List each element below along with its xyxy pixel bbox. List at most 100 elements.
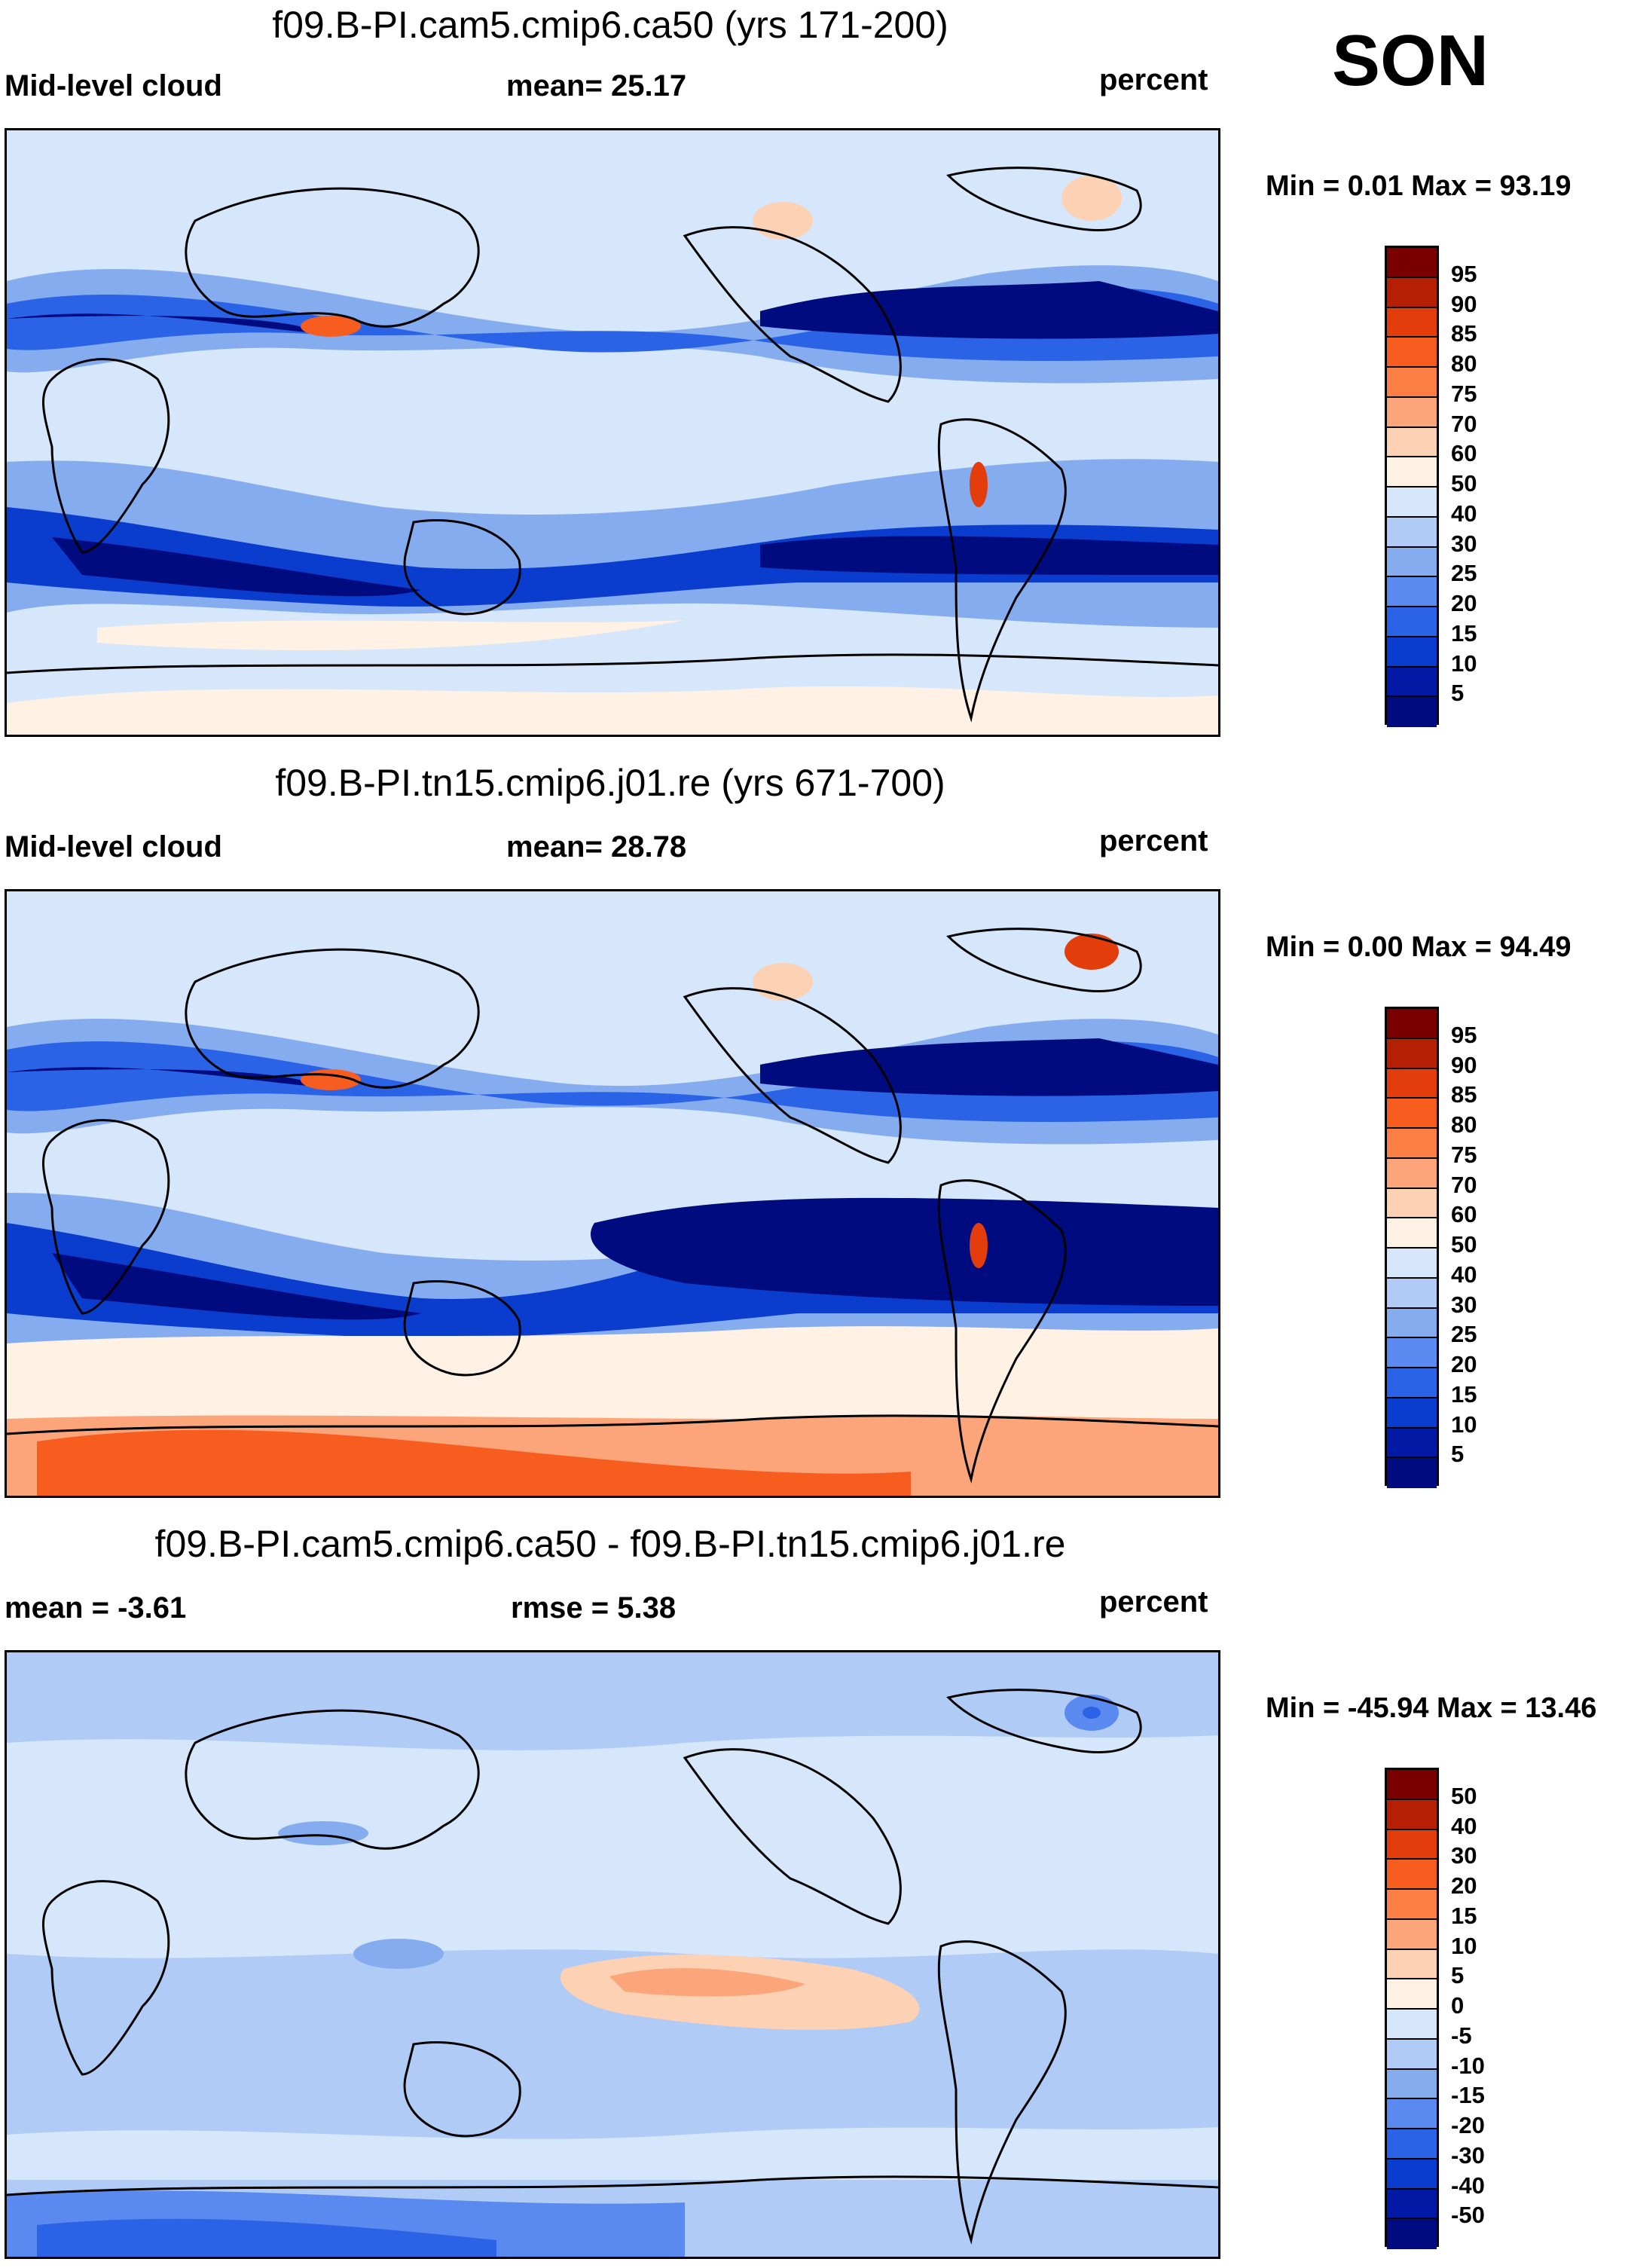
colorbar-swatch (1387, 667, 1437, 698)
colorbar-swatch (1387, 1979, 1437, 2010)
colorbar-swatch (1387, 2099, 1437, 2129)
panel-1-units-label: percent (1099, 63, 1208, 96)
colorbar-swatch (1387, 1308, 1437, 1339)
colorbar-swatch (1387, 1158, 1437, 1189)
colorbar-swatch (1387, 488, 1437, 518)
panel-3-map-field (7, 1652, 1218, 2257)
colorbar-swatch (1387, 1428, 1437, 1459)
panel-3-minmax: Min = -45.94 Max = 13.46 (1266, 1692, 1597, 1724)
colorbar-swatch (1387, 2219, 1437, 2249)
colorbar-tick-label: 60 (1451, 440, 1477, 467)
colorbar-tick-label: -40 (1451, 2172, 1485, 2199)
colorbar-swatch (1387, 1919, 1437, 1950)
colorbar-tick-label: 30 (1451, 1291, 1477, 1318)
colorbar-tick-label: -30 (1451, 2141, 1485, 2169)
colorbar-swatch (1387, 1338, 1437, 1368)
colorbar-swatch (1387, 607, 1437, 637)
colorbar-swatch (1387, 1890, 1437, 1920)
panel-1-mean-label: mean= 25.17 (506, 69, 687, 102)
colorbar-swatch (1387, 637, 1437, 668)
colorbar-tick-label: 15 (1451, 1902, 1477, 1929)
colorbar-swatch (1387, 1188, 1437, 1219)
colorbar-tick-label: 5 (1451, 1962, 1465, 1989)
colorbar-swatch (1387, 1218, 1437, 1249)
colorbar-swatch (1387, 1129, 1437, 1159)
colorbar-tick-label: 25 (1451, 560, 1477, 587)
colorbar-tick-label: 5 (1451, 1441, 1465, 1468)
colorbar-swatch (1387, 1949, 1437, 1980)
colorbar-swatch (1387, 307, 1437, 338)
panel-1-colorbar (1385, 246, 1439, 727)
colorbar-swatch (1387, 2129, 1437, 2159)
colorbar-tick-label: 90 (1451, 1051, 1477, 1078)
colorbar-swatch (1387, 577, 1437, 607)
colorbar-tick-label: 80 (1451, 350, 1477, 377)
panel-2-map (5, 889, 1220, 1498)
colorbar-tick-label: 5 (1451, 680, 1465, 707)
colorbar-swatch (1387, 1009, 1437, 1039)
panel-1-variable-label: Mid-level cloud (5, 69, 222, 102)
colorbar-tick-label: -50 (1451, 2202, 1485, 2229)
panel-2-map-field (7, 891, 1218, 1496)
panel-2-variable-label: Mid-level cloud (5, 830, 222, 863)
panel-3-title: f09.B-PI.cam5.cmip6.ca50 - f09.B-PI.tn15… (154, 1523, 1066, 1565)
colorbar-swatch (1387, 517, 1437, 548)
panel-3-colorbar (1385, 1768, 1439, 2249)
colorbar-swatch (1387, 1860, 1437, 1890)
colorbar-swatch (1387, 248, 1437, 278)
colorbar-swatch (1387, 1278, 1437, 1309)
colorbar-swatch (1387, 2159, 1437, 2190)
colorbar-swatch (1387, 1398, 1437, 1429)
colorbar-tick-label: 10 (1451, 650, 1477, 677)
colorbar-swatch (1387, 397, 1437, 428)
colorbar-tick-label: 25 (1451, 1321, 1477, 1348)
panel-2-units-label: percent (1099, 824, 1208, 857)
panel-1-minmax: Min = 0.01 Max = 93.19 (1266, 170, 1572, 202)
colorbar-tick-label: 50 (1451, 1231, 1477, 1258)
colorbar-tick-label: 15 (1451, 619, 1477, 646)
colorbar-tick-label: 50 (1451, 470, 1477, 497)
colorbar-swatch (1387, 277, 1437, 308)
colorbar-swatch (1387, 1099, 1437, 1129)
colorbar-tick-label: 40 (1451, 1261, 1477, 1288)
colorbar-tick-label: 75 (1451, 380, 1477, 407)
colorbar-tick-label: 10 (1451, 1932, 1477, 1959)
colorbar-swatch (1387, 1458, 1437, 1488)
colorbar-tick-label: 80 (1451, 1111, 1477, 1138)
colorbar-tick-label: 70 (1451, 410, 1477, 437)
colorbar-tick-label: 0 (1451, 1992, 1465, 2019)
panel-1-map-field (7, 130, 1218, 735)
colorbar-tick-label: 70 (1451, 1171, 1477, 1198)
colorbar-tick-label: 20 (1451, 1351, 1477, 1377)
colorbar-swatch (1387, 1829, 1437, 1860)
colorbar-swatch (1387, 1038, 1437, 1069)
colorbar-swatch (1387, 697, 1437, 727)
colorbar-tick-label: 85 (1451, 320, 1477, 347)
colorbar-tick-label: 40 (1451, 1812, 1477, 1839)
colorbar-swatch (1387, 1368, 1437, 1398)
season-label: SON (1332, 20, 1489, 101)
colorbar-tick-label: 85 (1451, 1081, 1477, 1108)
colorbar-tick-label: 40 (1451, 500, 1477, 527)
colorbar-tick-label: -15 (1451, 2082, 1485, 2109)
panel-1-title: f09.B-PI.cam5.cmip6.ca50 (yrs 171-200) (272, 4, 948, 46)
colorbar-swatch (1387, 1799, 1437, 1830)
colorbar-swatch (1387, 368, 1437, 398)
colorbar-tick-label: 20 (1451, 1872, 1477, 1899)
colorbar-tick-label: 15 (1451, 1380, 1477, 1408)
colorbar-swatch (1387, 2010, 1437, 2040)
colorbar-tick-label: -10 (1451, 2052, 1485, 2079)
colorbar-swatch (1387, 1770, 1437, 1800)
panel-2-colorbar (1385, 1007, 1439, 1488)
colorbar-tick-label: 95 (1451, 1021, 1477, 1048)
colorbar-tick-label: 30 (1451, 530, 1477, 557)
panel-1-map (5, 128, 1220, 737)
panel-2-mean-label: mean= 28.78 (506, 830, 687, 863)
panel-2-title: f09.B-PI.tn15.cmip6.j01.re (yrs 671-700) (275, 762, 945, 804)
panel-3-map (5, 1650, 1220, 2259)
panel-3-rmse-label: rmse = 5.38 (511, 1591, 677, 1625)
panel-3-mean-label: mean = -3.61 (5, 1591, 187, 1625)
colorbar-tick-label: 30 (1451, 1842, 1477, 1869)
colorbar-swatch (1387, 1068, 1437, 1099)
colorbar-swatch (1387, 547, 1437, 578)
